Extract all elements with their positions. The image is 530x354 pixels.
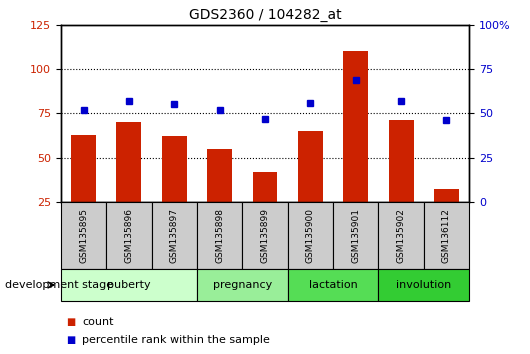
Bar <box>288 202 333 269</box>
Text: pregnancy: pregnancy <box>213 280 272 290</box>
Bar <box>242 202 288 269</box>
Bar <box>333 202 378 269</box>
Bar <box>378 202 423 269</box>
Bar <box>288 269 378 301</box>
Text: GSM135895: GSM135895 <box>79 208 88 263</box>
Text: GSM135896: GSM135896 <box>125 208 134 263</box>
Bar <box>152 202 197 269</box>
Bar <box>423 202 469 269</box>
Bar <box>434 189 459 202</box>
Text: GSM136112: GSM136112 <box>442 208 451 263</box>
Bar <box>197 269 288 301</box>
Bar <box>298 131 323 202</box>
Text: percentile rank within the sample: percentile rank within the sample <box>82 335 270 345</box>
Bar <box>61 202 107 269</box>
Title: GDS2360 / 104282_at: GDS2360 / 104282_at <box>189 8 341 22</box>
Bar <box>378 269 469 301</box>
Bar <box>61 269 197 301</box>
Text: ■: ■ <box>66 317 75 327</box>
Text: development stage: development stage <box>5 280 113 290</box>
Bar <box>197 202 242 269</box>
Text: puberty: puberty <box>107 280 151 290</box>
Bar <box>252 172 278 202</box>
Text: GSM135899: GSM135899 <box>261 208 269 263</box>
Text: GSM135902: GSM135902 <box>396 208 405 263</box>
Text: ■: ■ <box>66 335 75 345</box>
Bar <box>343 51 368 202</box>
Bar <box>107 202 152 269</box>
Bar <box>388 120 413 202</box>
Bar <box>162 136 187 202</box>
Text: count: count <box>82 317 113 327</box>
Text: GSM135897: GSM135897 <box>170 208 179 263</box>
Text: GSM135898: GSM135898 <box>215 208 224 263</box>
Bar <box>71 135 96 202</box>
Text: involution: involution <box>396 280 452 290</box>
Text: GSM135900: GSM135900 <box>306 208 315 263</box>
Bar <box>207 149 232 202</box>
Bar <box>117 122 142 202</box>
Text: GSM135901: GSM135901 <box>351 208 360 263</box>
Text: lactation: lactation <box>308 280 357 290</box>
